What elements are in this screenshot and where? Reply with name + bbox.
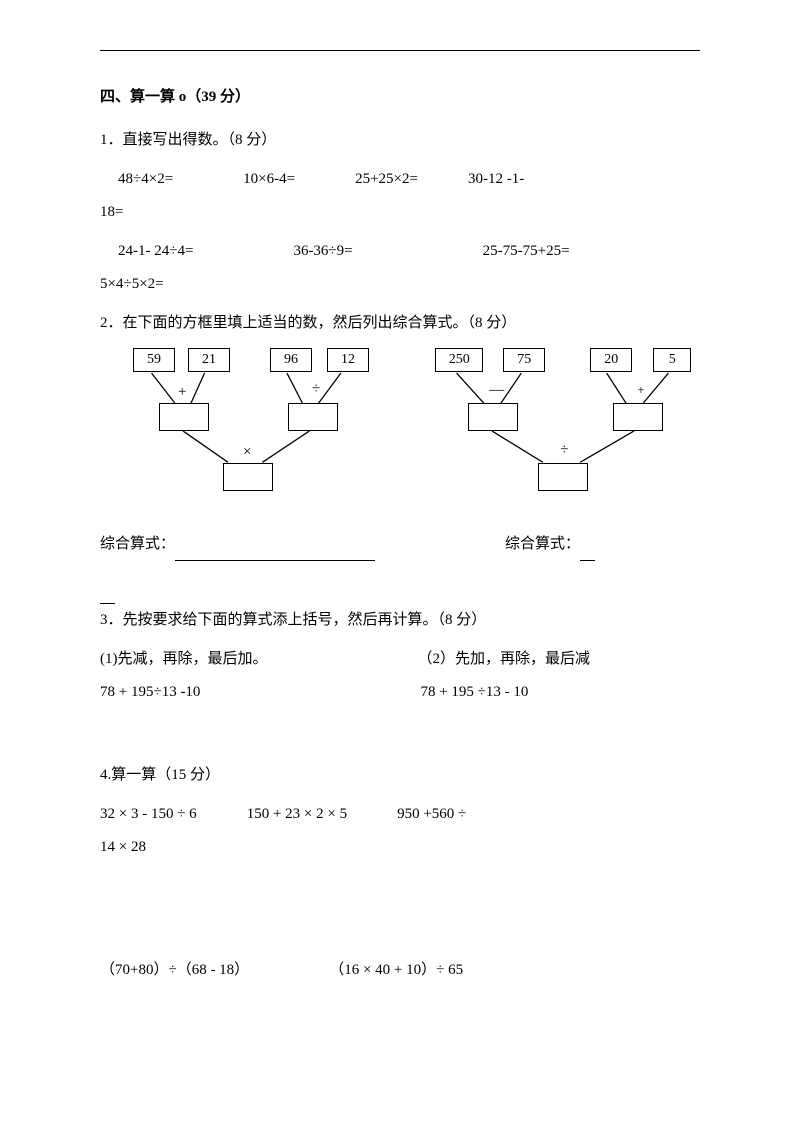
q1-row2: 24-1- 24÷4= 36-36÷9= 25-75-75+25= bbox=[100, 235, 700, 268]
q1-r1c: 25+25×2= bbox=[355, 163, 418, 196]
page-top-rule bbox=[100, 50, 700, 51]
diagram-1: 59 21 96 12 + ÷ × bbox=[130, 348, 375, 508]
q3-sub2: （2）先加，再除，最后减 bbox=[418, 643, 591, 676]
d1-bottom bbox=[223, 463, 273, 491]
diagrams-row: 59 21 96 12 + ÷ × 250 75 20 5 — + ÷ bbox=[100, 348, 700, 508]
q3-expr1: 78 + 195÷13 -10 bbox=[100, 676, 200, 709]
answer-blank-1[interactable] bbox=[175, 546, 375, 561]
q4-r2b: （16 × 40 + 10）÷ 65 bbox=[329, 954, 463, 987]
d1-mid-right bbox=[288, 403, 338, 431]
q1-r1b: 10×6-4= bbox=[243, 163, 295, 196]
q4-row1: 32 × 3 - 150 ÷ 6 150 + 23 × 2 × 5 950 +5… bbox=[100, 798, 700, 831]
d2-op-right: + bbox=[637, 376, 644, 405]
d2-box-c: 20 bbox=[590, 348, 632, 372]
q3-subs: (1)先减，再除，最后加。 （2）先加，再除，最后减 bbox=[100, 643, 700, 676]
q1-title: 1．直接写出得数。（8 分） bbox=[100, 124, 700, 157]
d2-box-b: 75 bbox=[503, 348, 545, 372]
d2-box-a: 250 bbox=[435, 348, 483, 372]
d1-box-b: 21 bbox=[188, 348, 230, 372]
q1-r1a: 48÷4×2= bbox=[100, 163, 173, 196]
q1-cont: 18= bbox=[100, 196, 700, 229]
d1-box-d: 12 bbox=[327, 348, 369, 372]
d1-box-a: 59 bbox=[133, 348, 175, 372]
answer-blank-2-cont[interactable] bbox=[100, 571, 700, 604]
q3-title: 3．先按要求给下面的算式添上括号，然后再计算。（8 分） bbox=[100, 604, 700, 637]
q4-r1b: 150 + 23 × 2 × 5 bbox=[247, 798, 347, 831]
d2-mid-left bbox=[468, 403, 518, 431]
d2-bottom bbox=[538, 463, 588, 491]
q4-r1a: 32 × 3 - 150 ÷ 6 bbox=[100, 798, 197, 831]
answer-label-1: 综合算式： bbox=[100, 528, 375, 561]
q4-row2: （70+80）÷（68 - 18） （16 × 40 + 10）÷ 65 bbox=[100, 954, 700, 987]
q1-row3: 5×4÷5×2= bbox=[100, 268, 700, 301]
d2-box-d: 5 bbox=[653, 348, 691, 372]
answer-blank-2[interactable] bbox=[580, 546, 595, 561]
answer-label-2-text: 综合算式： bbox=[505, 536, 580, 552]
q1-r2a: 24-1- 24÷4= bbox=[100, 235, 193, 268]
q4-title: 4.算一算（15 分） bbox=[100, 759, 700, 792]
d1-box-c: 96 bbox=[270, 348, 312, 372]
q1-r1d: 30-12 -1- bbox=[468, 163, 524, 196]
d1-op-right: ÷ bbox=[312, 373, 320, 406]
answer-label-2: 综合算式： bbox=[505, 528, 595, 561]
q4-r1c: 950 +560 ÷ bbox=[397, 798, 466, 831]
section-title: 四、算一算 o（39 分） bbox=[100, 81, 700, 114]
q3-sub1: (1)先减，再除，最后加。 bbox=[100, 643, 268, 676]
q1-row1: 48÷4×2= 10×6-4= 25+25×2= 30-12 -1- bbox=[100, 163, 700, 196]
diagram-2: 250 75 20 5 — + ÷ bbox=[435, 348, 700, 508]
d2-mid-right bbox=[613, 403, 663, 431]
q3-expr2: 78 + 195 ÷13 - 10 bbox=[420, 676, 528, 709]
q1-r2c: 25-75-75+25= bbox=[483, 235, 570, 268]
q1-r2b: 36-36÷9= bbox=[293, 235, 352, 268]
q2-title: 2．在下面的方框里填上适当的数，然后列出综合算式。（8 分） bbox=[100, 307, 700, 340]
q3-exprs: 78 + 195÷13 -10 78 + 195 ÷13 - 10 bbox=[100, 676, 700, 709]
d1-mid-left bbox=[159, 403, 209, 431]
answer-label-1-text: 综合算式： bbox=[100, 536, 175, 552]
answer-row: 综合算式： 综合算式： bbox=[100, 528, 700, 561]
q4-r1cont: 14 × 28 bbox=[100, 831, 700, 864]
q4-r2a: （70+80）÷（68 - 18） bbox=[100, 954, 249, 987]
